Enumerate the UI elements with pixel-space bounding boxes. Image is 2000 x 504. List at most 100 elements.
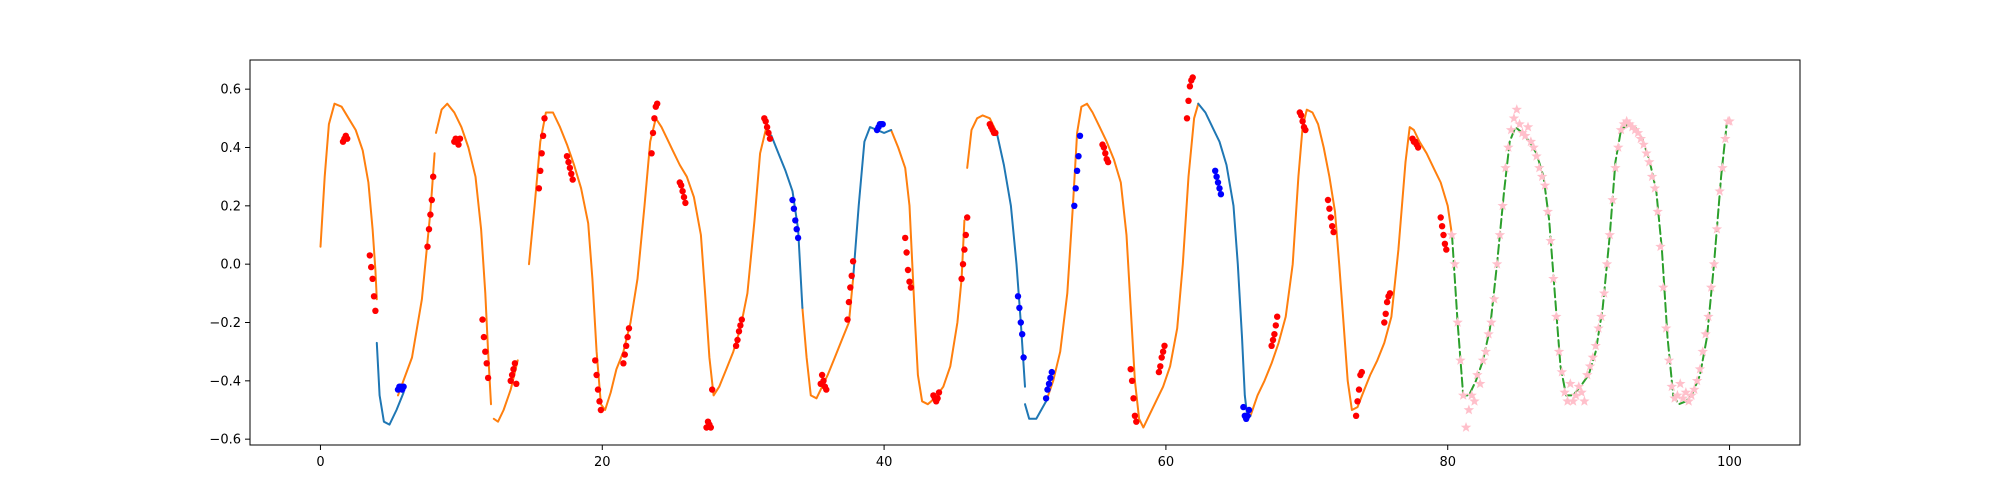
pink-star-point — [1514, 118, 1525, 129]
darkblue-data-point — [1019, 331, 1026, 338]
red-data-point — [344, 135, 351, 142]
red-data-point — [1382, 310, 1389, 317]
red-data-point — [366, 252, 373, 259]
pink-star-point — [1700, 328, 1711, 339]
pink-star-point — [1522, 121, 1534, 132]
red-data-point — [1326, 205, 1333, 212]
pink-star-point — [1528, 142, 1539, 152]
pink-star-point — [1508, 112, 1520, 123]
y-axis: −0.6 −0.4 −0.2 0.0 0.2 0.4 0.6 — [209, 83, 250, 448]
red-data-point — [1327, 214, 1335, 221]
orange-series-line-6 — [890, 129, 966, 406]
red-data-point — [1355, 386, 1363, 393]
pink-star-point — [1449, 258, 1460, 269]
pink-star-point — [1629, 124, 1641, 135]
red-data-point — [765, 129, 772, 137]
pink-star-point — [1604, 229, 1615, 240]
red-data-point — [1383, 298, 1391, 306]
red-data-point — [1189, 74, 1196, 81]
red-data-point — [597, 406, 605, 414]
red-data-point — [964, 214, 971, 221]
red-data-point — [709, 386, 716, 393]
red-data-point — [563, 153, 571, 160]
darkblue-data-point — [1016, 304, 1023, 312]
red-data-point — [849, 258, 857, 265]
darkblue-data-point — [1044, 386, 1051, 393]
x-axis: 0 20 40 60 80 100 — [316, 445, 1742, 470]
red-data-point — [427, 211, 434, 218]
red-data-point — [538, 150, 545, 157]
pink-star-point — [1644, 156, 1655, 167]
pink-star-point — [1458, 389, 1469, 400]
red-data-point — [511, 360, 519, 367]
darkblue-data-point — [400, 383, 407, 390]
red-data-point — [707, 424, 714, 431]
darkblue-data-point — [793, 226, 800, 233]
red-data-point — [737, 322, 744, 329]
red-data-point — [903, 249, 910, 256]
red-data-point — [592, 357, 599, 364]
red-data-point — [732, 342, 740, 349]
red-data-point — [763, 123, 771, 131]
pink-star-point — [1545, 235, 1556, 246]
pink-star-point — [1683, 395, 1694, 406]
darkblue-data-point — [1047, 374, 1054, 382]
red-data-point — [935, 389, 943, 396]
pink-star-point — [1551, 311, 1562, 322]
red-data-point — [1100, 144, 1108, 151]
red-data-point — [649, 129, 657, 137]
darkblue-data-point — [1073, 167, 1081, 174]
pink-star-point — [1638, 139, 1649, 149]
pink-star-point — [1717, 162, 1728, 173]
pink-star-point — [1621, 115, 1632, 126]
orange-series-line-1 — [397, 152, 436, 397]
pink-star-point — [1593, 322, 1604, 333]
pink-star-point — [1582, 369, 1593, 380]
blue-series-line-5 — [1197, 102, 1252, 420]
red-data-point — [1161, 342, 1168, 349]
red-data-point — [425, 226, 433, 233]
darkblue-data-point — [789, 196, 796, 204]
red-data-point — [820, 377, 827, 384]
darkblue-data-point — [1042, 395, 1050, 402]
blue-series-line-0 — [375, 341, 405, 426]
pink-star-point — [1689, 384, 1700, 394]
red-data-point — [762, 118, 769, 125]
red-data-point — [455, 141, 462, 148]
orange-series-line-0 — [319, 102, 378, 301]
red-data-point — [1330, 228, 1337, 236]
darkblue-data-point — [1071, 202, 1078, 209]
darkblue-data-point — [790, 205, 798, 212]
pink-star-point — [1598, 287, 1610, 298]
red-data-point — [961, 246, 968, 253]
pink-star-point — [1691, 375, 1703, 386]
pink-star-point — [1601, 258, 1613, 269]
pink-star-point — [1474, 378, 1486, 389]
red-data-point — [596, 398, 603, 405]
pink-star-point — [1463, 404, 1475, 415]
red-data-point — [1127, 366, 1134, 373]
red-data-point — [907, 284, 915, 291]
red-data-point — [1130, 395, 1137, 402]
pink-star-point — [1531, 150, 1542, 161]
red-data-point — [1271, 331, 1278, 338]
darkblue-data-point — [1020, 354, 1027, 361]
pink-star-point — [1706, 282, 1717, 292]
red-data-point — [1438, 223, 1446, 230]
red-data-point — [1269, 336, 1277, 344]
marker-layer — [339, 74, 1735, 432]
pink-star-point — [1584, 360, 1596, 371]
red-data-point — [430, 173, 437, 180]
red-data-point — [766, 135, 774, 142]
pink-star-point — [1677, 392, 1689, 403]
red-data-point — [565, 158, 572, 166]
red-data-point — [1354, 398, 1361, 405]
red-data-point — [484, 374, 492, 382]
red-data-point — [1104, 158, 1112, 166]
pink-star-point — [1613, 142, 1624, 152]
red-data-point — [823, 386, 830, 393]
red-data-point — [479, 316, 486, 323]
red-data-point — [424, 243, 431, 250]
red-data-point — [541, 115, 548, 122]
